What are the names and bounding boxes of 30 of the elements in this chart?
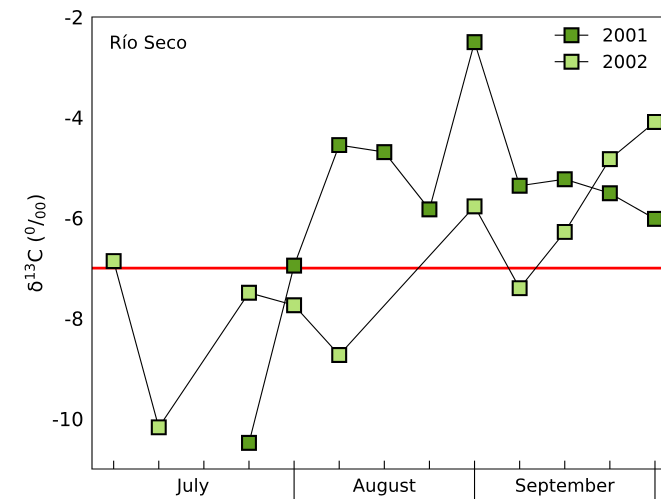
point bbox=[466, 34, 483, 50]
y-tick-label: -10 bbox=[52, 412, 82, 426]
point bbox=[512, 178, 528, 194]
text: August bbox=[352, 478, 416, 496]
point bbox=[286, 297, 302, 314]
y-tick-label: -6 bbox=[65, 210, 82, 226]
point bbox=[331, 137, 348, 154]
point bbox=[240, 434, 257, 451]
point bbox=[556, 171, 573, 188]
text: September bbox=[516, 478, 615, 496]
legend-label: 2002 bbox=[604, 54, 646, 68]
point bbox=[331, 347, 348, 363]
point bbox=[150, 419, 167, 436]
annotation: Río Seco bbox=[111, 34, 186, 50]
point bbox=[376, 144, 392, 160]
point bbox=[556, 224, 573, 240]
point bbox=[602, 185, 618, 202]
point bbox=[512, 280, 528, 296]
y-tick-label: -8 bbox=[65, 311, 82, 326]
point bbox=[421, 201, 438, 218]
y-tick-label: -4 bbox=[65, 110, 83, 125]
point bbox=[466, 198, 483, 214]
legend-label: 2001 bbox=[604, 28, 646, 42]
point bbox=[286, 258, 302, 274]
y-axis-title: δ$^{13}$C ($^{0}$/$_{00}$) bbox=[24, 195, 46, 292]
point bbox=[240, 284, 257, 301]
point bbox=[106, 253, 122, 270]
text: July bbox=[176, 478, 209, 496]
point bbox=[602, 151, 618, 168]
y-tick-label: -2 bbox=[65, 10, 82, 24]
